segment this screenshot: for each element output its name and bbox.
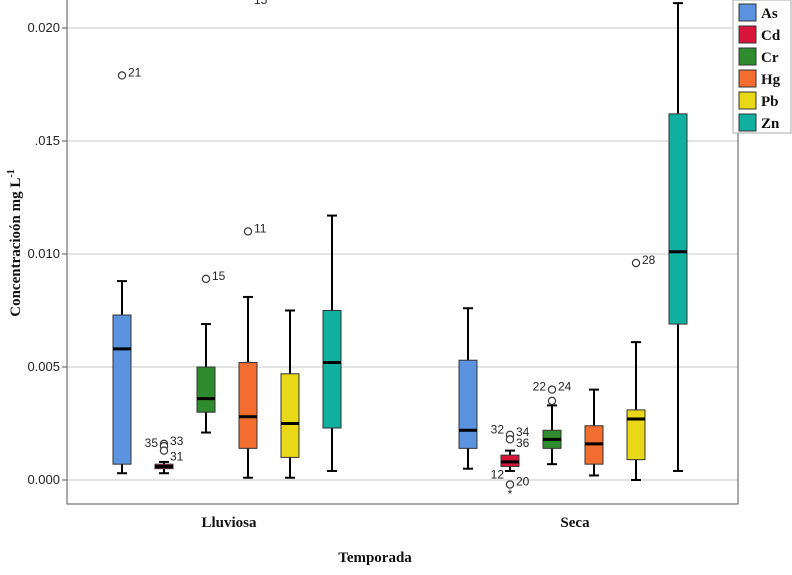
outlier-label: 15 [212,269,226,283]
box-hg-lluviosa [238,295,258,479]
plot-area-frame [66,0,739,505]
legend-item-as: As [738,3,778,22]
box-as-lluviosa [112,280,132,475]
x-axis-categories: Lluviosa Seca [201,515,590,531]
legend-label: As [761,6,778,22]
outlier-label: 20 [516,475,530,489]
box-pb-seca [626,341,646,481]
legend-frame [732,0,792,134]
outlier-label: 36 [516,436,530,450]
outlier-label: 28 [642,253,656,267]
legend-label: Pb [761,94,779,110]
outlier-label: 33 [170,434,184,448]
outlier-point [547,396,557,406]
iqr-box [280,373,300,458]
y-tick-label: 0.010 [27,246,60,261]
outlier-label: 34 [516,425,530,439]
outlier-label: 12 [491,468,505,482]
box-cd-seca [500,449,520,472]
y-tick-label: .015 [35,133,60,148]
box-cd-lluviosa [154,460,174,475]
legend-swatch [738,3,757,22]
x-category-label: Seca [560,515,590,531]
box-zn-seca [668,2,688,472]
outlier-point [547,385,557,394]
y-axis-title: Concentracioón mg L-1 [6,169,24,317]
outlier-label: 11 [254,221,267,235]
legend-label: Cd [761,28,781,44]
outlier-point [505,435,515,444]
legend-item-pb: Pb [738,91,779,110]
iqr-box [238,361,258,449]
outlier-point [631,258,641,268]
box-as-seca [458,307,478,470]
gridlines [67,27,738,481]
legend-item-cr: Cr [738,47,779,66]
legend-item-cd: Cd [738,25,781,44]
legend-swatch [738,69,757,88]
box-cr-seca [542,404,562,466]
legend-swatch [738,47,757,66]
y-tick-label: 0.005 [27,359,60,374]
outlier-label: 22 [533,380,547,394]
y-tick-label: 0.000 [27,472,60,487]
x-category-label: Lluviosa [201,515,257,531]
outlier-label: 32 [491,423,505,437]
legend-swatch [738,113,757,132]
iqr-box [458,359,478,449]
outlier-point [201,274,211,284]
outlier-label: 15 [254,0,268,7]
y-tick-label: 0.020 [27,20,60,35]
legend-item-hg: Hg [738,69,781,88]
legend-label: Zn [761,116,780,132]
iqr-box [196,366,216,413]
outlier-label: 31 [170,450,184,464]
iqr-box [626,409,646,461]
iqr-box [112,314,132,465]
extreme-star: * [508,487,513,501]
box-cr-lluviosa [196,323,216,434]
legend-swatch [738,91,757,110]
outlier-label: 35 [145,436,159,450]
outlier-label: 24 [558,380,572,394]
outlier-label: 21 [128,65,142,79]
legend-label: Cr [761,50,779,66]
box-zn-lluviosa [322,214,342,472]
boxes [112,2,688,481]
outlier-point [505,480,515,489]
outlier-point [159,446,169,455]
box-hg-seca [584,388,604,477]
box-pb-lluviosa [280,309,300,479]
legend-item-zn: Zn [738,113,780,132]
x-axis-title: Temporada [338,550,412,566]
legend: As Cd Cr Hg Pb Zn [732,0,792,134]
iqr-box [668,113,688,325]
outlier-point [117,71,127,80]
legend-label: Hg [761,72,781,88]
legend-swatch [738,25,757,44]
outlier-point [243,227,253,236]
iqr-box [322,310,342,429]
y-axis-ticks: 0.000 0.005 0.010 .015 0.020 [27,20,67,487]
